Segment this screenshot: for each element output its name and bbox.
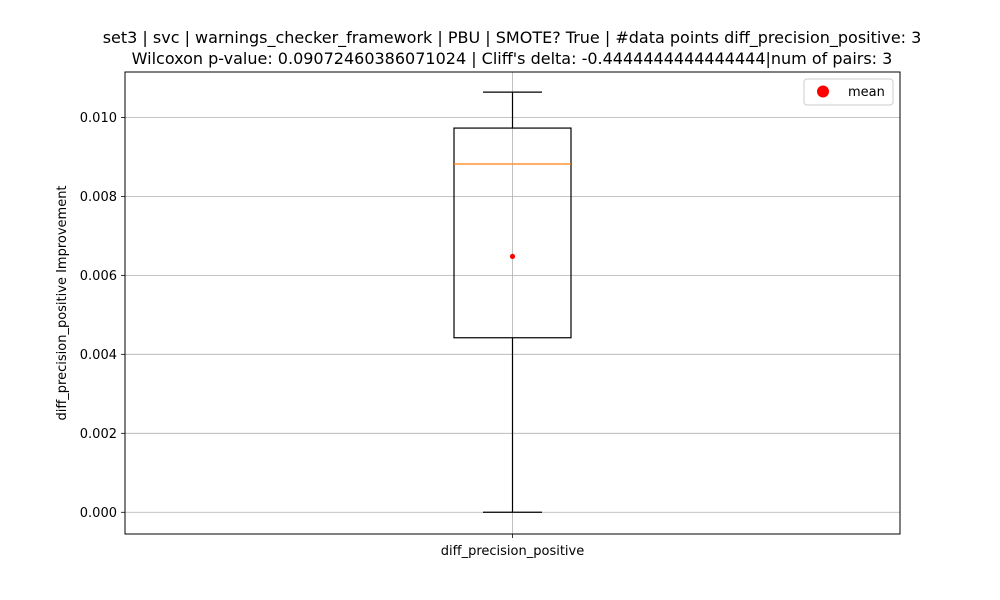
x-axis-ticks: diff_precision_positive	[441, 534, 584, 559]
legend-mean-label: mean	[848, 85, 885, 100]
y-axis-label: diff_precision_positive Improvement	[55, 185, 70, 420]
y-tick-label: 0.010	[80, 111, 117, 126]
box-elements	[453, 91, 572, 513]
legend-mean-marker	[817, 85, 829, 98]
plot-area-frame	[124, 71, 901, 535]
y-tick-label: 0.000	[80, 506, 117, 521]
legend-frame	[803, 78, 894, 106]
legend: mean	[803, 78, 894, 106]
interquartile-box	[453, 127, 572, 339]
y-tick-label: 0.002	[80, 427, 117, 442]
y-tick-label: 0.008	[80, 190, 117, 205]
x-tick-label: diff_precision_positive	[441, 544, 584, 559]
chart-title-line-2: Wilcoxon p-value: 0.09072460386071024 | …	[132, 49, 893, 68]
chart-title-line-1: set3 | svc | warnings_checker_framework …	[103, 28, 922, 48]
y-axis-ticks: 0.000 0.002 0.004 0.006 0.008 0.010	[80, 111, 125, 521]
y-tick-label: 0.004	[80, 348, 117, 363]
mean-marker	[509, 253, 516, 260]
y-tick-label: 0.006	[80, 269, 117, 284]
